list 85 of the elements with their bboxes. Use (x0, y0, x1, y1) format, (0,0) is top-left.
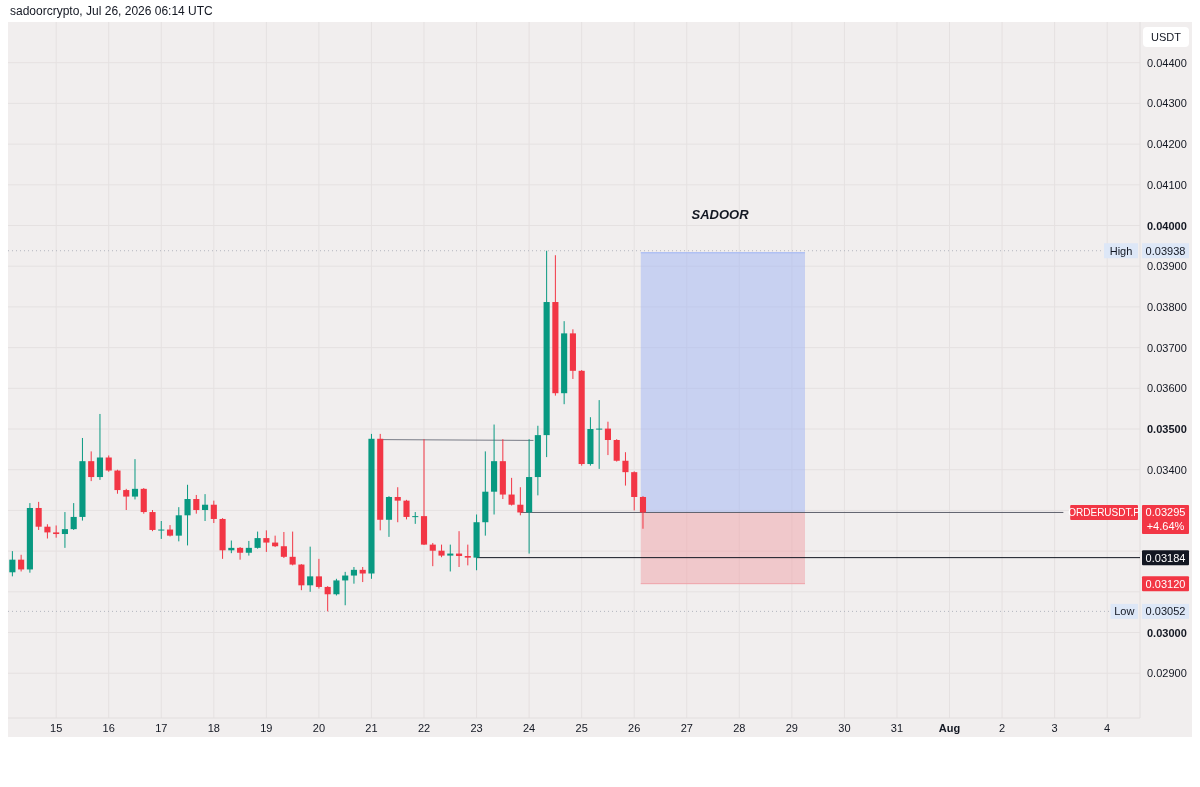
x-tick-label: 21 (365, 722, 378, 734)
candlestick (412, 511, 419, 525)
candlestick (35, 501, 42, 531)
candlestick (158, 520, 165, 540)
candlestick (289, 531, 296, 566)
y-tick-label: 0.03600 (1147, 382, 1187, 395)
y-tick-label: 0.03700 (1147, 341, 1187, 354)
candlestick (210, 500, 217, 524)
x-tick-label: 18 (207, 722, 220, 734)
x-tick-label: 24 (522, 722, 536, 734)
candlestick (70, 502, 77, 531)
candlestick (429, 542, 436, 567)
chart-subtitle: sadoorcrypto, Jul 26, 2026 06:14 UTC (10, 4, 214, 18)
x-tick-label: 15 (50, 722, 63, 734)
x-tick-label: 16 (102, 722, 115, 734)
x-tick-label: 26 (628, 722, 641, 734)
y-tick-label: 0.03900 (1147, 260, 1187, 273)
candlestick (123, 488, 130, 511)
candlestick (385, 495, 393, 538)
candlestick (298, 563, 305, 591)
text: 0.03295 (1145, 506, 1186, 519)
x-tick-label: 4 (1104, 722, 1111, 734)
y-tick-label: 0.03000 (1147, 626, 1187, 639)
candlestick (464, 544, 471, 566)
x-tick-label: 29 (785, 722, 798, 734)
candlestick (447, 544, 454, 572)
x-tick-label: 22 (417, 722, 431, 734)
candlestick (315, 558, 322, 590)
candlestick (307, 546, 314, 593)
y-tick-label: 0.03500 (1147, 423, 1187, 436)
text: High 0.03938 (1109, 244, 1186, 257)
x-tick-label: 2 (999, 722, 1006, 734)
candlestick (622, 451, 629, 487)
candlestick (350, 566, 358, 585)
candlestick (403, 499, 410, 520)
candlestick (280, 531, 287, 559)
x-tick-label: 20 (312, 722, 326, 734)
candlestick (9, 550, 16, 577)
x-tick-label: 30 (838, 722, 851, 734)
y-tick-label: 0.04000 (1147, 219, 1187, 232)
ref-line-label: Low 0.03052 (1114, 605, 1186, 618)
candlestick (394, 486, 401, 523)
candlestick (193, 494, 200, 515)
candlestick (53, 524, 60, 539)
candlestick (604, 421, 611, 456)
x-tick-label: 31 (890, 722, 904, 734)
x-tick-label: 23 (470, 722, 483, 734)
candlestick (508, 477, 515, 507)
candlestick (245, 540, 252, 557)
candlestick (202, 493, 209, 522)
x-tick-label: 28 (733, 722, 746, 734)
candlestick (613, 438, 620, 463)
y-tick-label: 0.04400 (1147, 56, 1187, 69)
x-tick-label: 19 (260, 722, 273, 734)
data-label: 0.03184 (1145, 551, 1186, 564)
text: +4.64% (1146, 520, 1185, 533)
y-axis-title: USDT (1151, 31, 1182, 43)
x-tick-label: 27 (680, 722, 693, 734)
candlestick (114, 469, 121, 495)
candlestick (166, 524, 174, 537)
candlestick (131, 458, 139, 500)
candlestick (96, 413, 104, 481)
y-tick-label: 0.04100 (1147, 178, 1187, 191)
candlestick (184, 484, 191, 546)
candlestick (263, 529, 270, 553)
y-tick-label: 0.04200 (1147, 138, 1187, 151)
x-tick-label: 25 (575, 722, 588, 734)
y-tick-label: 0.04300 (1147, 97, 1187, 110)
candlestick (237, 546, 244, 561)
x-tick-label: 17 (155, 722, 168, 734)
candlestick (140, 487, 147, 515)
candlestick (88, 450, 95, 482)
candlestick (639, 495, 647, 530)
y-tick-label: 0.02900 (1147, 667, 1187, 680)
x-tick-label: Aug (938, 722, 961, 734)
y-tick-label: 0.03800 (1147, 300, 1187, 313)
x-tick-label: 3 (1051, 722, 1058, 734)
candlestick (61, 511, 68, 549)
candlestick (596, 399, 603, 470)
annotation: SADOOR (691, 207, 750, 222)
y-tick-label: 0.03120 (1145, 577, 1186, 590)
candlestick (324, 585, 331, 612)
candlestick (149, 509, 156, 532)
candlestick (175, 506, 182, 542)
y-tick-label: 0.03400 (1147, 463, 1187, 476)
